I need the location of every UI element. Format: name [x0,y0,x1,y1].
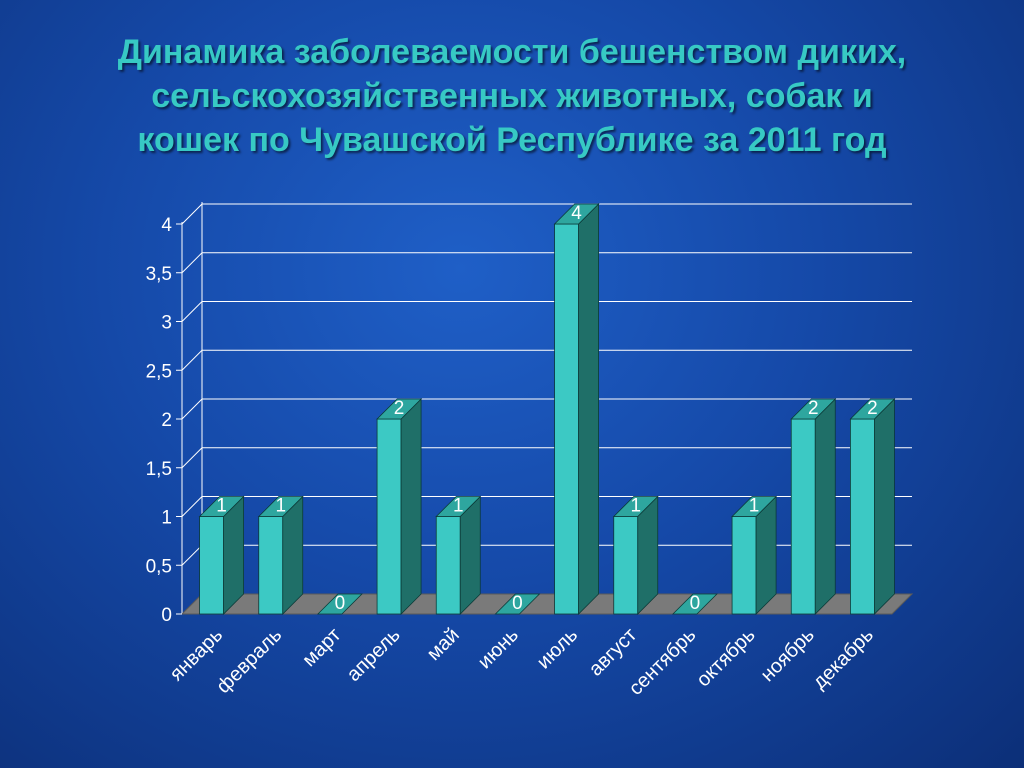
bar-front [435,516,461,615]
bar-top [316,593,363,615]
data-label: 1 [275,496,286,517]
bar-front [613,516,639,615]
grid-line [181,252,912,274]
grid-line [181,349,912,371]
grid-line [181,398,912,420]
bar [257,495,304,615]
bar-top [435,496,482,517]
grid-line [181,447,912,469]
data-label: 1 [630,496,641,517]
y-tick-label: 0 [161,605,172,626]
title-line-3: кошек по Чувашской Республике за 2011 го… [137,121,887,159]
bar-side [578,203,599,615]
bar-top [198,496,245,517]
data-label: 1 [453,496,464,517]
data-label: 1 [749,496,760,517]
x-category-label: июль [533,624,582,673]
chart-floor [180,593,914,615]
bar-side [874,398,895,615]
bar [671,593,718,615]
x-category-label: август [585,624,642,681]
chart-walls [181,202,203,614]
bar-front [850,418,875,615]
data-label: 0 [512,593,523,614]
bar-front [790,418,816,615]
bar [435,495,482,615]
data-label: 2 [808,398,819,419]
bar [198,495,245,615]
y-axis-ticks: 0 0,5 1 1,5 2 2,5 3 3,5 4 [146,215,182,626]
bar-top [553,203,600,225]
x-category-label: июнь [474,624,523,673]
bar-top [671,593,718,615]
bar-front [199,516,224,615]
y-tick-label: 3 [161,313,172,334]
grid-line [181,301,912,322]
data-labels: 1 1 0 2 1 0 4 1 0 1 2 2 [216,203,877,614]
x-category-label: октябрь [692,624,759,691]
data-label: 2 [867,398,878,419]
floor-plane [180,593,914,615]
bar [731,495,778,615]
x-category-label: декабрь [809,624,878,693]
bar-top [731,496,778,517]
bar-top [612,496,659,517]
bar-top [790,398,837,420]
y-tick-label: 2 [161,410,172,431]
x-category-label: май [423,624,464,665]
bar-front [376,418,402,615]
bar-top [257,496,304,517]
x-category-label: февраль [212,624,286,698]
bar-side [400,398,422,615]
grid-line [181,203,912,225]
bar [553,203,600,615]
y-tick-label: 4 [161,215,172,236]
data-label: 0 [690,593,701,614]
x-category-label: апрель [343,624,405,686]
bar-front [731,516,757,615]
bar-front [258,516,284,615]
y-tick-label: 3,5 [146,264,172,285]
bar [316,593,363,615]
y-tick-label: 1 [161,508,172,529]
data-label: 2 [394,398,405,419]
data-label: 1 [216,496,227,517]
y-tick-label: 0,5 [146,556,172,577]
bar-top [376,398,423,420]
bar [376,398,423,615]
bars [198,203,896,615]
bar-top [494,593,541,615]
page-title: Динамика заболеваемости бешенством диких… [40,30,984,162]
title-line-2: сельскохозяйственных животных, собак и [151,77,873,115]
bar [612,495,659,615]
grid-line [181,496,912,517]
y-tick-label: 2,5 [146,361,172,382]
bar [790,398,837,615]
data-label: 4 [571,203,582,224]
data-label: 0 [335,593,346,614]
grid-lines [181,203,912,566]
bar-front [554,223,579,615]
x-category-label: март [298,624,345,671]
bar-side [814,398,836,615]
bar-top [849,398,896,420]
y-tick-label: 1,5 [146,459,172,480]
title-line-1: Динамика заболеваемости бешенством диких… [117,33,907,71]
bar [849,398,896,615]
bar [494,593,541,615]
